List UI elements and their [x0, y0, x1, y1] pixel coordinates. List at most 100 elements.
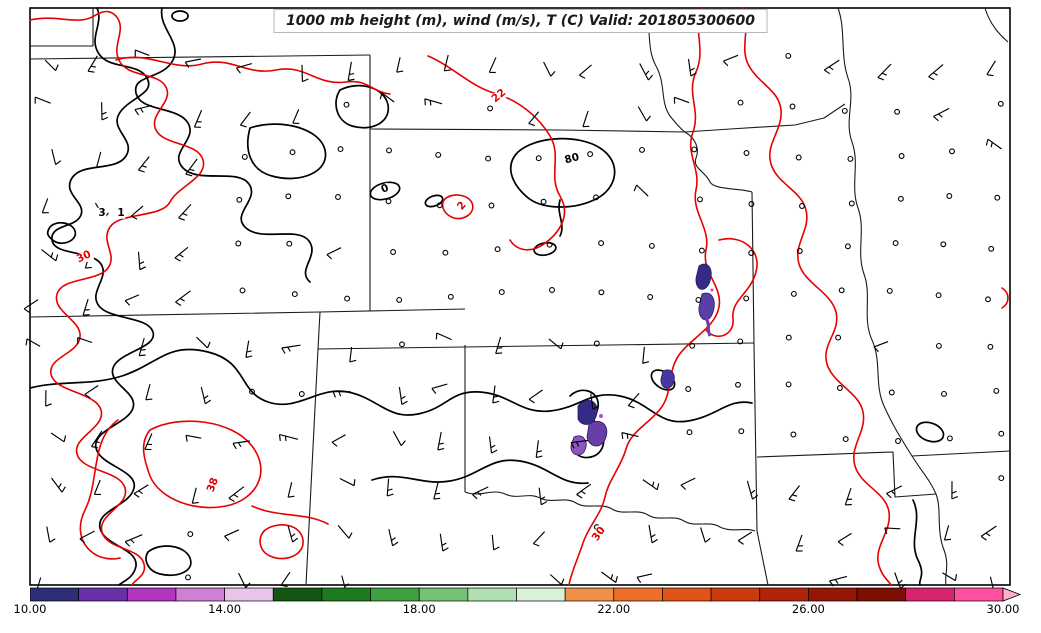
colorbar-segment — [808, 587, 858, 602]
colorbar — [29, 587, 1025, 607]
calm-wind-circle — [842, 436, 849, 443]
wind-barb — [642, 346, 650, 364]
calm-wind-circle — [396, 296, 403, 303]
wind-barb — [124, 534, 143, 547]
wind-barb — [379, 92, 395, 103]
calm-wind-circle — [998, 430, 1005, 437]
wind-barb — [175, 290, 191, 306]
wind-barb — [239, 111, 251, 128]
colorbar-segment — [126, 587, 177, 602]
calm-wind-circle — [785, 334, 792, 341]
wind-barb — [96, 151, 104, 168]
wind-barb — [235, 63, 252, 74]
calm-wind-circle — [838, 287, 845, 294]
colorbar-segment — [710, 587, 761, 602]
wind-barb — [224, 529, 240, 542]
calm-wind-circle — [540, 198, 547, 205]
calm-wind-circle — [435, 151, 442, 158]
calm-wind-circle — [844, 243, 851, 250]
calm-wind-circle — [298, 391, 305, 397]
calm-wind-circle — [549, 287, 555, 293]
wind-barb — [84, 385, 99, 399]
wind-barb — [281, 344, 301, 354]
wind-barb — [45, 390, 52, 407]
wind-barb — [178, 204, 192, 221]
wind-barb — [79, 530, 95, 544]
wind-barb — [124, 294, 140, 306]
wind-barb — [495, 336, 503, 355]
wind-barb — [439, 533, 449, 552]
colorbar-tick-label: 26.00 — [791, 602, 825, 616]
calm-wind-circle — [987, 343, 994, 350]
wind-barb — [41, 249, 59, 262]
colorbar-segment — [321, 587, 371, 602]
wind-barb — [278, 433, 299, 442]
calm-wind-circle — [841, 107, 848, 114]
wind-barb — [928, 64, 944, 81]
height-contours — [29, 7, 945, 586]
colorbar-segment — [418, 587, 469, 602]
wind-barb — [245, 340, 253, 358]
wind-barb — [331, 434, 346, 447]
calm-wind-circle — [835, 334, 842, 341]
calm-wind-circle — [187, 531, 194, 538]
calm-wind-circle — [847, 155, 854, 162]
colorbar-tick-label: 10.00 — [13, 602, 47, 616]
wind-barb — [980, 525, 997, 541]
calm-wind-circle — [598, 240, 605, 247]
calm-wind-circle — [795, 154, 802, 161]
calm-wind-circle — [386, 147, 392, 154]
calm-wind-circle — [735, 381, 741, 388]
wind-barb — [280, 571, 291, 588]
wind-barb — [51, 148, 62, 165]
wind-barb — [538, 487, 548, 506]
calm-wind-circle — [488, 202, 495, 209]
calm-wind-circle — [997, 100, 1004, 107]
calm-wind-circle — [894, 108, 901, 115]
calm-wind-circle — [685, 386, 692, 392]
calm-wind-circle — [785, 52, 792, 59]
filled-temperature-cells — [570, 263, 715, 456]
wind-barb — [472, 486, 489, 500]
wind-barb — [184, 58, 202, 68]
calm-wind-circle — [988, 245, 995, 252]
calm-wind-circle — [494, 246, 501, 253]
calm-wind-circle — [941, 390, 947, 397]
wind-barb — [41, 198, 49, 214]
calm-wind-circle — [940, 241, 947, 248]
calm-wind-circle — [790, 290, 797, 297]
calm-wind-circle — [985, 296, 991, 303]
wind-barb — [639, 63, 654, 81]
wind-barb — [185, 434, 202, 442]
calm-wind-circle — [799, 203, 805, 209]
wind-barb — [34, 96, 51, 104]
wind-barb — [91, 430, 103, 449]
colorbar-segment — [759, 587, 809, 602]
wind-barb — [228, 486, 245, 502]
wind-barb — [687, 58, 697, 77]
colorbar-scale — [29, 587, 1022, 602]
contour-label: 1 — [116, 206, 126, 219]
calm-wind-circle — [447, 293, 454, 300]
wind-barb — [590, 393, 599, 410]
calm-wind-circle — [241, 153, 248, 160]
wind-barb — [933, 107, 950, 122]
calm-wind-circle — [898, 153, 905, 159]
wind-barb — [943, 525, 952, 541]
wind-barb — [601, 571, 618, 583]
wind-barb — [326, 247, 342, 260]
wind-barb — [25, 338, 41, 347]
colorbar-segment — [564, 587, 615, 602]
wind-barb — [548, 338, 564, 350]
calm-wind-circle — [335, 194, 341, 200]
calm-wind-circle — [935, 292, 942, 299]
calm-wind-circle — [946, 435, 953, 442]
calm-wind-circle — [593, 194, 599, 201]
wind-barb — [287, 525, 299, 543]
wind-barb — [886, 485, 903, 499]
wind-barb — [433, 482, 441, 500]
calm-wind-circle — [487, 105, 494, 112]
wind-barb — [287, 482, 295, 498]
wind-barb — [636, 573, 653, 584]
